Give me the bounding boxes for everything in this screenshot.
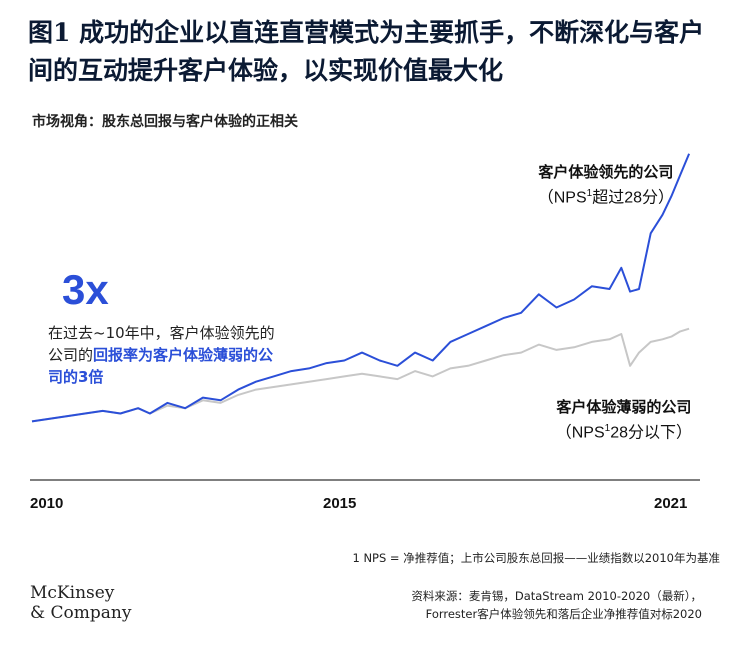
legend-laggards-sub: （NPS128分以下） (556, 418, 692, 444)
x-tick-2010: 2010 (30, 495, 64, 512)
source-line-1: 资料来源：麦肯锡，DataStream 2010-2020（最新）， (411, 589, 702, 603)
legend-leaders-sub: （NPS1超过28分） (538, 183, 674, 209)
legend-leaders-sub-b: 超过28分） (592, 189, 674, 207)
source-line-2: Forrester客户体验领先和落后企业净推荐值对标2020 (425, 607, 702, 621)
legend-laggards-sup: 1 (604, 423, 611, 434)
legend-leaders: 客户体验领先的公司 （NPS1超过28分） (538, 161, 674, 209)
x-tick-2015: 2015 (323, 495, 357, 512)
chart-subtitle: 市场视角：股东总回报与客户体验的正相关 (32, 114, 298, 130)
callout-text-plain: 在过去~10年中，客户体验领先的公司的 (48, 324, 275, 364)
source-note: 资料来源：麦肯锡，DataStream 2010-2020（最新）， Forre… (282, 587, 702, 623)
legend-leaders-sub-a: （NPS (537, 189, 587, 207)
legend-laggards-sub-b: 28分以下） (610, 424, 692, 442)
legend-laggards-sub-a: （NPS (555, 424, 605, 442)
callout-3x: 3x (62, 266, 109, 313)
footnote: 1 NPS = 净推荐值；上市公司股东总回报——业绩指数以2010年为基准 (352, 551, 720, 565)
series-layer (31, 153, 691, 423)
legend-laggards-title: 客户体验薄弱的公司 (556, 398, 692, 416)
callout-text-highlight: 回报率为客户体验薄弱的公司的3倍 (48, 346, 274, 386)
series-line-leaders (31, 153, 691, 423)
mckinsey-logo: McKinsey & Company (30, 583, 131, 623)
legend-laggards: 客户体验薄弱的公司 （NPS128分以下） (556, 396, 692, 444)
x-tick-2021: 2021 (654, 495, 688, 512)
logo-line-1: McKinsey (30, 583, 115, 603)
callout-note: 在过去~10年中，客户体验领先的公司的回报率为客户体验薄弱的公司的3倍 (48, 322, 288, 388)
page-title: 图1 成功的企业以直连直营模式为主要抓手，不断深化与客户间的互动提升客户体验，以… (28, 18, 705, 85)
legend-leaders-title: 客户体验领先的公司 (538, 163, 674, 181)
legend-leaders-sup: 1 (586, 188, 593, 199)
logo-line-2: & Company (30, 603, 132, 623)
